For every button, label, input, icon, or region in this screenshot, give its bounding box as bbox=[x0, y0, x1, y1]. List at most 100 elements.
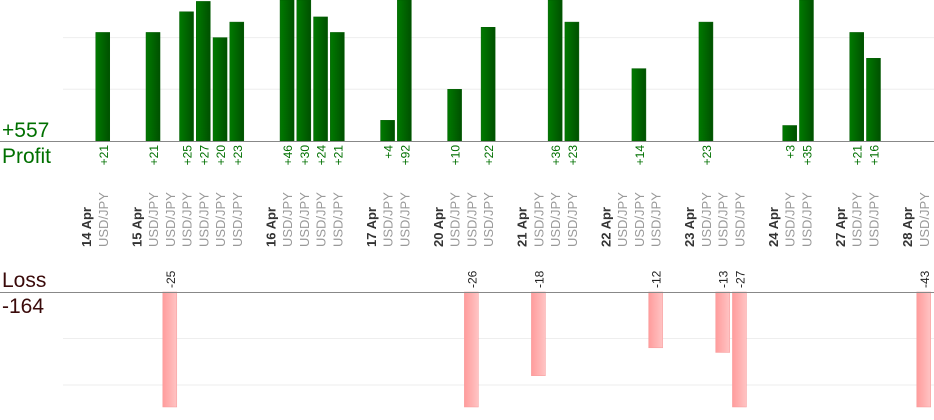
profit-bar[interactable] bbox=[179, 11, 194, 142]
profit-bar[interactable] bbox=[564, 21, 580, 142]
symbol-label: USD/JPY bbox=[548, 192, 563, 247]
symbol-label: USD/JPY bbox=[314, 192, 329, 247]
loss-bar[interactable] bbox=[715, 291, 730, 353]
loss-bar[interactable] bbox=[732, 291, 747, 408]
symbol-label: USD/JPY bbox=[615, 192, 630, 247]
profit-bar[interactable] bbox=[447, 89, 462, 142]
profit-value-label: +23 bbox=[231, 145, 245, 166]
profit-value-label: +16 bbox=[867, 145, 881, 166]
loss-bar[interactable] bbox=[648, 291, 663, 349]
date-label: 22 Apr bbox=[598, 207, 613, 247]
symbol-label: USD/JPY bbox=[196, 192, 211, 247]
symbol-label: USD/JPY bbox=[917, 192, 932, 247]
profit-value-label: +21 bbox=[147, 145, 161, 166]
symbol-label: USD/JPY bbox=[799, 192, 814, 247]
profit-bar[interactable] bbox=[196, 1, 211, 142]
profit-bar[interactable] bbox=[849, 32, 864, 142]
profit-bar[interactable] bbox=[229, 21, 245, 142]
symbol-label: USD/JPY bbox=[448, 192, 463, 247]
loss-value-label: -12 bbox=[650, 270, 664, 288]
date-label: 20 Apr bbox=[431, 207, 446, 247]
profit-bar[interactable] bbox=[631, 68, 647, 142]
profit-bar[interactable] bbox=[95, 32, 111, 142]
loss-value-label: -25 bbox=[164, 270, 178, 288]
profit-bar[interactable] bbox=[330, 32, 345, 142]
loss-total: -164 bbox=[2, 295, 44, 318]
symbol-label: USD/JPY bbox=[732, 192, 747, 247]
profit-value-label: +92 bbox=[398, 145, 412, 166]
profit-bar[interactable] bbox=[313, 16, 328, 142]
symbol-label: USD/JPY bbox=[565, 192, 580, 247]
symbol-label: USD/JPY bbox=[866, 192, 881, 247]
profit-bar[interactable] bbox=[547, 0, 563, 142]
symbol-label: USD/JPY bbox=[230, 192, 245, 247]
profit-value-label: +23 bbox=[566, 145, 580, 166]
symbol-label: USD/JPY bbox=[330, 192, 345, 247]
profit-bar[interactable] bbox=[866, 58, 881, 142]
symbol-label: USD/JPY bbox=[213, 192, 228, 247]
symbol-label: USD/JPY bbox=[531, 192, 546, 247]
loss-value-label: -26 bbox=[465, 270, 479, 288]
loss-value-label: -18 bbox=[532, 270, 546, 288]
date-label: 28 Apr bbox=[900, 207, 915, 247]
profit-value-label: +30 bbox=[298, 145, 312, 166]
profit-bar[interactable] bbox=[799, 0, 814, 142]
profit-bar[interactable] bbox=[380, 120, 395, 142]
profit-bar[interactable] bbox=[397, 0, 412, 142]
symbol-label: USD/JPY bbox=[163, 192, 178, 247]
profit-value-label: +4 bbox=[382, 145, 396, 159]
profit-value-label: +24 bbox=[315, 145, 329, 166]
date-label: 21 Apr bbox=[515, 207, 530, 247]
symbol-label: USD/JPY bbox=[381, 192, 396, 247]
profit-value-label: +3 bbox=[784, 145, 798, 159]
symbol-label: USD/JPY bbox=[297, 192, 312, 247]
loss-value-label: -43 bbox=[918, 270, 932, 288]
loss-bar[interactable] bbox=[916, 291, 931, 408]
date-label: 15 Apr bbox=[129, 207, 144, 247]
profit-total: +557 bbox=[2, 119, 49, 142]
profit-bar[interactable] bbox=[296, 0, 312, 142]
symbol-label: USD/JPY bbox=[632, 192, 647, 247]
loss-label: Loss bbox=[2, 269, 46, 292]
profit-bar[interactable] bbox=[782, 125, 797, 142]
date-label: 27 Apr bbox=[833, 207, 848, 247]
profit-value-label: +27 bbox=[197, 145, 211, 166]
symbol-label: USD/JPY bbox=[146, 192, 161, 247]
symbol-label: USD/JPY bbox=[397, 192, 412, 247]
profit-value-label: +25 bbox=[181, 145, 195, 166]
profit-value-label: +21 bbox=[97, 145, 111, 166]
profit-value-label: +36 bbox=[549, 145, 563, 166]
profit-bar[interactable] bbox=[145, 32, 161, 142]
loss-bar[interactable] bbox=[464, 291, 479, 408]
symbol-label: USD/JPY bbox=[280, 192, 295, 247]
symbol-label: USD/JPY bbox=[464, 192, 479, 247]
symbol-label: USD/JPY bbox=[783, 192, 798, 247]
profit-bar[interactable] bbox=[480, 27, 496, 142]
loss-bar[interactable] bbox=[162, 291, 178, 408]
profit-value-label: +20 bbox=[214, 145, 228, 166]
profit-value-label: +10 bbox=[449, 145, 463, 166]
profit-value-label: +46 bbox=[281, 145, 295, 166]
symbol-label: USD/JPY bbox=[481, 192, 496, 247]
profit-bar[interactable] bbox=[698, 21, 714, 142]
profit-value-label: +23 bbox=[700, 145, 714, 166]
profit-value-label: +14 bbox=[633, 145, 647, 166]
date-label: 24 Apr bbox=[766, 207, 781, 247]
symbol-label: USD/JPY bbox=[96, 192, 111, 247]
profit-value-label: +35 bbox=[800, 145, 814, 166]
loss-value-label: -13 bbox=[717, 270, 731, 288]
symbol-label: USD/JPY bbox=[716, 192, 731, 247]
symbol-label: USD/JPY bbox=[180, 192, 195, 247]
date-label: 14 Apr bbox=[79, 207, 94, 247]
profit-label: Profit bbox=[2, 145, 51, 168]
loss-bar[interactable] bbox=[531, 291, 546, 376]
date-label: 16 Apr bbox=[263, 207, 278, 247]
symbol-label: USD/JPY bbox=[649, 192, 664, 247]
symbol-label: USD/JPY bbox=[850, 192, 865, 247]
profit-value-label: +22 bbox=[482, 145, 496, 166]
profit-value-label: +21 bbox=[331, 145, 345, 166]
profit-bar[interactable] bbox=[212, 37, 228, 142]
profit-bar[interactable] bbox=[279, 0, 295, 142]
date-label: 17 Apr bbox=[364, 207, 379, 247]
